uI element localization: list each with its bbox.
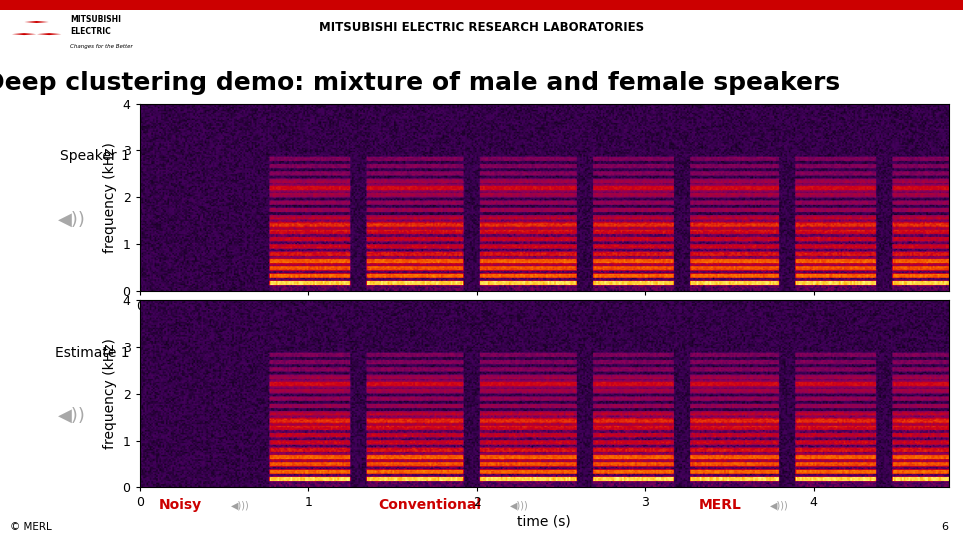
Text: MITSUBISHI ELECTRIC RESEARCH LABORATORIES: MITSUBISHI ELECTRIC RESEARCH LABORATORIE… (319, 21, 644, 34)
Text: ◀)): ◀)) (59, 407, 86, 425)
Text: MITSUBISHI: MITSUBISHI (70, 16, 121, 24)
Text: Conventional: Conventional (378, 498, 482, 512)
Text: ◀))): ◀))) (510, 501, 529, 511)
Text: Noisy: Noisy (159, 498, 202, 512)
FancyBboxPatch shape (0, 0, 963, 10)
Y-axis label: frequency (kHz): frequency (kHz) (103, 141, 117, 253)
Polygon shape (24, 21, 49, 23)
Text: Estimate 1: Estimate 1 (56, 346, 130, 360)
Text: ◀)): ◀)) (59, 211, 86, 228)
X-axis label: time (s): time (s) (517, 515, 571, 529)
Text: Changes for the Better: Changes for the Better (70, 44, 133, 49)
Text: MERL: MERL (698, 498, 742, 512)
Text: ELECTRIC: ELECTRIC (70, 28, 111, 37)
Polygon shape (12, 33, 37, 35)
Text: ◀))): ◀))) (770, 501, 789, 511)
Polygon shape (37, 33, 62, 35)
X-axis label: time (s): time (s) (517, 318, 571, 332)
Text: Deep clustering demo: mixture of male and female speakers: Deep clustering demo: mixture of male an… (0, 71, 840, 94)
Text: ◀))): ◀))) (231, 501, 249, 511)
Text: © MERL: © MERL (10, 523, 51, 532)
Y-axis label: frequency (kHz): frequency (kHz) (103, 339, 117, 449)
Text: Speaker 1: Speaker 1 (60, 149, 130, 163)
Text: 6: 6 (942, 523, 949, 532)
